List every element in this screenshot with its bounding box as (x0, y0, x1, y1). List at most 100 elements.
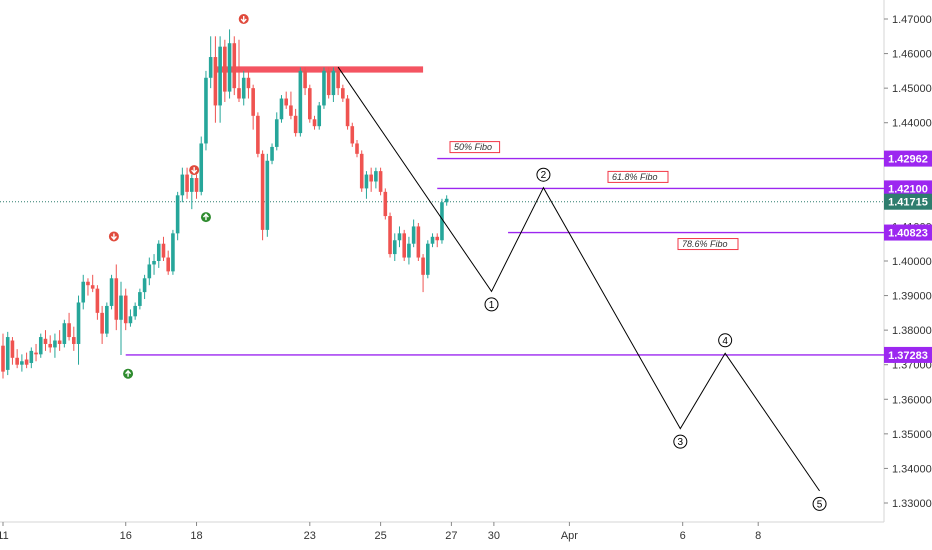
bearish-candle[interactable] (24, 352, 29, 369)
bullish-candle[interactable] (411, 219, 416, 248)
bearish-candle[interactable] (67, 312, 71, 341)
bullish-candle[interactable] (331, 67, 336, 102)
bearish-candle[interactable] (383, 188, 388, 220)
bearish-candle[interactable] (359, 150, 364, 192)
bullish-candle[interactable] (199, 136, 204, 196)
bearish-candle[interactable] (10, 337, 15, 365)
level-price-tag[interactable]: 1.40823 (884, 224, 932, 241)
bearish-candle[interactable] (435, 233, 440, 248)
bearish-candle[interactable] (416, 222, 421, 261)
bullish-candle[interactable] (392, 233, 397, 261)
bearish-candle[interactable] (15, 349, 19, 369)
bearish-candle[interactable] (369, 167, 373, 192)
bullish-candle[interactable] (190, 174, 194, 210)
bullish-candle[interactable] (322, 67, 326, 109)
bearish-candle[interactable] (237, 39, 241, 102)
bullish-candle[interactable] (227, 29, 232, 99)
bearish-candle[interactable] (90, 274, 95, 293)
bearish-candle[interactable] (388, 212, 392, 258)
bearish-candle[interactable] (43, 330, 48, 351)
bearish-candle[interactable] (326, 67, 331, 99)
level-price-tag[interactable]: 1.37283 (884, 346, 932, 363)
bullish-candle[interactable] (364, 171, 369, 199)
bearish-candle[interactable] (336, 67, 340, 96)
bearish-candle[interactable] (345, 95, 350, 130)
bearish-candle[interactable] (100, 305, 104, 344)
bearish-candle[interactable] (256, 112, 260, 158)
bullish-candle[interactable] (317, 101, 322, 130)
bullish-candle[interactable] (298, 67, 303, 137)
level-price-tag[interactable]: 1.42962 (884, 150, 932, 167)
bullish-candle[interactable] (62, 319, 67, 348)
bearish-candle[interactable] (166, 250, 170, 275)
bearish-candle[interactable] (293, 108, 298, 137)
bullish-candle[interactable] (142, 274, 147, 300)
bearish-candle[interactable] (213, 36, 218, 123)
bearish-candle[interactable] (260, 150, 265, 241)
bearish-candle[interactable] (34, 343, 38, 362)
bearish-candle[interactable] (185, 167, 189, 199)
bullish-candle[interactable] (53, 333, 57, 358)
bullish-candle[interactable] (76, 295, 81, 365)
bullish-candle[interactable] (440, 198, 444, 244)
bullish-candle[interactable] (81, 274, 86, 310)
bearish-candle[interactable] (308, 84, 312, 123)
price-axis[interactable]: 1.470001.460001.450001.440001.430001.420… (884, 14, 932, 510)
bearish-candle[interactable] (246, 70, 251, 99)
resistance-zone[interactable] (215, 66, 424, 73)
bullish-candle[interactable] (430, 233, 435, 248)
bullish-candle[interactable] (38, 333, 43, 358)
bullish-candle[interactable] (171, 229, 175, 275)
bearish-candle[interactable] (378, 167, 383, 196)
bearish-candle[interactable] (350, 122, 355, 147)
bearish-candle[interactable] (48, 335, 52, 353)
bullish-candle[interactable] (152, 254, 156, 275)
bullish-candle[interactable] (208, 36, 213, 89)
current-price-tag[interactable]: 1.41715 (884, 193, 932, 210)
bearish-candle[interactable] (194, 174, 199, 199)
bearish-candle[interactable] (402, 229, 406, 261)
bearish-candle[interactable] (421, 254, 425, 293)
level-price-tag[interactable]: 1.42100 (884, 180, 932, 197)
bearish-candle[interactable] (355, 140, 359, 158)
bearish-candle[interactable] (303, 67, 307, 96)
bullish-candle[interactable] (397, 226, 402, 248)
bearish-candle[interactable] (232, 36, 237, 96)
bullish-candle[interactable] (175, 191, 180, 241)
bullish-candle[interactable] (109, 274, 114, 310)
bullish-candle[interactable] (241, 70, 246, 106)
bearish-candle[interactable] (114, 264, 119, 331)
plot-area[interactable] (0, 29, 884, 379)
bullish-candle[interactable] (138, 288, 142, 310)
bullish-candle[interactable] (426, 240, 430, 279)
bullish-candle[interactable] (20, 354, 24, 372)
bullish-candle[interactable] (274, 112, 279, 151)
bearish-candle[interactable] (284, 91, 288, 109)
bullish-candle[interactable] (105, 302, 109, 338)
bullish-candle[interactable] (444, 195, 449, 206)
bullish-candle[interactable] (279, 95, 284, 123)
bullish-candle[interactable] (374, 167, 378, 189)
bullish-candle[interactable] (204, 70, 208, 151)
bearish-candle[interactable] (123, 288, 128, 331)
bearish-candle[interactable] (161, 236, 166, 261)
bearish-candle[interactable] (57, 330, 62, 351)
bearish-candle[interactable] (1, 333, 5, 379)
bearish-candle[interactable] (72, 326, 76, 351)
bearish-candle[interactable] (95, 285, 100, 320)
bullish-candle[interactable] (119, 281, 123, 356)
bullish-candle[interactable] (180, 167, 185, 203)
time-axis[interactable]: 11 16 18 23 25 27 30 Apr 6 8 (0, 522, 761, 542)
bearish-candle[interactable] (341, 84, 345, 102)
bullish-candle[interactable] (218, 36, 222, 123)
bearish-candle[interactable] (86, 278, 90, 296)
bearish-candle[interactable] (289, 91, 293, 120)
bullish-candle[interactable] (133, 302, 137, 320)
bullish-candle[interactable] (128, 309, 133, 327)
bullish-candle[interactable] (5, 331, 10, 376)
bearish-candle[interactable] (312, 115, 317, 130)
bullish-candle[interactable] (270, 143, 274, 165)
bullish-candle[interactable] (265, 153, 270, 237)
bullish-candle[interactable] (156, 240, 161, 268)
